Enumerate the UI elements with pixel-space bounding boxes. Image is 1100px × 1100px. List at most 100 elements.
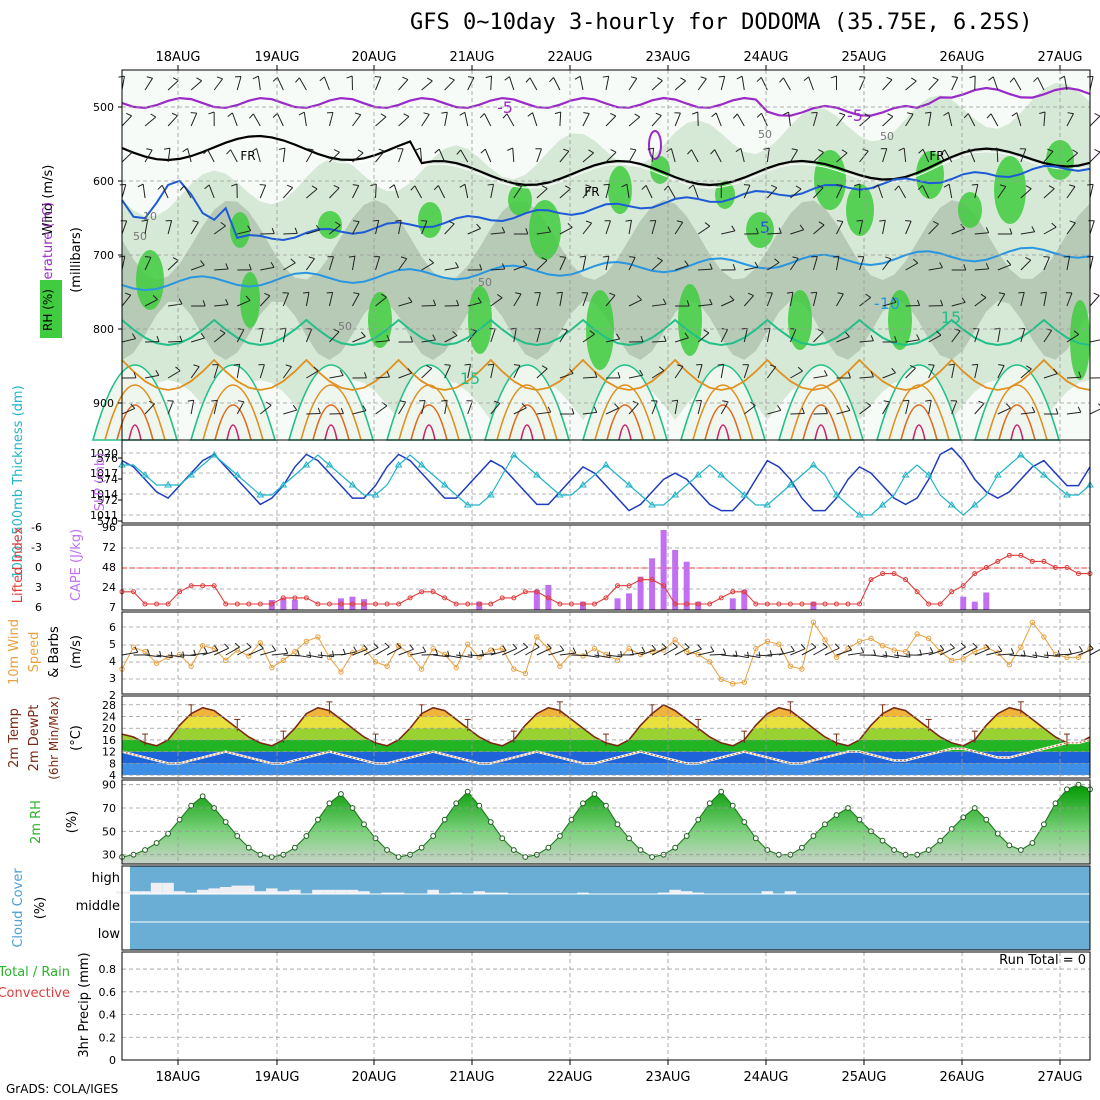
- thickness-marker: [302, 461, 311, 468]
- wind-speed-marker: [1029, 619, 1036, 626]
- wind-barb: [226, 149, 231, 155]
- wind-barb: [141, 219, 148, 222]
- wind-barb: [674, 366, 684, 379]
- wind-barb: [790, 370, 803, 379]
- wind-10m-barb: [674, 647, 690, 656]
- wind-barb: [948, 184, 953, 199]
- wind-barb: [398, 220, 402, 235]
- wind-barb: [259, 364, 265, 379]
- wind-barb: [179, 185, 185, 191]
- wind-barb: [375, 296, 387, 307]
- lifted-index-marker: [280, 595, 286, 601]
- wind-barb: [1089, 184, 1094, 199]
- cloud-panel: high middle low Cloud Cover (%): [11, 866, 1090, 950]
- lifted-index-marker: [303, 595, 309, 601]
- wind-barb: [247, 225, 252, 231]
- thickness-marker: [164, 481, 172, 488]
- wind-barb: [651, 80, 663, 91]
- wind-barb: [515, 184, 522, 187]
- wind-barb: [697, 332, 710, 343]
- wind-barb: [579, 76, 584, 91]
- wind-barb: [402, 76, 409, 81]
- wind-barb: [513, 293, 522, 307]
- wind-barb: [741, 76, 745, 91]
- thickness-marker: [210, 451, 219, 458]
- wind-barb: [641, 185, 647, 190]
- wind-barb: [459, 111, 466, 116]
- temp-contour-30: [520, 424, 534, 441]
- wind-barb: [1020, 188, 1032, 199]
- rh-2m-marker: [1017, 847, 1024, 853]
- wind-barb: [1011, 112, 1018, 117]
- wind-barb: [658, 366, 665, 371]
- wind-barb: [928, 223, 939, 235]
- rh-2m-marker: [879, 837, 886, 844]
- date-label-bottom: 19AUG: [254, 1070, 299, 1085]
- wind-barb: [547, 406, 552, 413]
- cloud-high-clear-bar: [185, 892, 197, 894]
- temp-contour-20: [986, 384, 1048, 441]
- wind-barb: [211, 399, 218, 402]
- precip-tick-label: 0.8: [99, 963, 117, 976]
- rh-green-blob: [994, 156, 1026, 224]
- lifted-index-marker: [1041, 558, 1047, 564]
- wind-barb: [621, 183, 628, 188]
- wind-barb: [479, 264, 483, 271]
- lifted-index-marker: [776, 601, 782, 607]
- pressure-tick-label: 500: [93, 101, 114, 114]
- rh-tick-label: 90: [102, 779, 116, 792]
- thickness-marker: [556, 491, 564, 498]
- wind-barb: [208, 184, 215, 199]
- wind-barb: [774, 258, 780, 263]
- wind-10m-barb: [433, 654, 450, 658]
- rh-2m-marker: [856, 816, 863, 823]
- cloud-level-label: high: [92, 871, 120, 886]
- wind-barb: [769, 364, 776, 368]
- date-label-bottom: 20AUG: [351, 1070, 396, 1085]
- wind-barb: [614, 403, 620, 409]
- wind-10m-barb: [340, 651, 357, 656]
- wind-barb: [216, 76, 223, 80]
- wind-speed-tick-label: 6: [109, 621, 116, 634]
- wind-barb: [1089, 76, 1094, 91]
- cloud-high-clear-bar: [208, 888, 220, 894]
- wind-barb: [541, 185, 548, 190]
- wind-barb: [564, 185, 571, 190]
- wind-10m-barb: [224, 643, 230, 649]
- wind-barb: [766, 187, 778, 199]
- wind-barb: [755, 227, 759, 234]
- wind-barb: [1063, 76, 1068, 91]
- wind-barb: [161, 185, 169, 199]
- wind-10m-barb: [363, 647, 379, 656]
- wind-barb: [1020, 292, 1025, 307]
- wind-barb: [1009, 77, 1015, 83]
- wind-barb: [192, 220, 199, 223]
- wind-barb: [583, 112, 590, 114]
- wind-barb: [380, 113, 387, 118]
- wind-barb: [652, 303, 667, 307]
- wind-barb: [951, 364, 955, 379]
- thickness-tick-label: 576: [97, 452, 118, 465]
- wind-barb: [410, 336, 414, 343]
- contour-label: 15: [460, 369, 480, 388]
- thickness-marker: [717, 471, 726, 478]
- lifted-index-marker: [499, 595, 505, 601]
- wind-barb: [743, 328, 748, 343]
- rh-green-blob: [788, 290, 812, 350]
- ylabel-10m-wind: 10m Wind: [7, 619, 22, 685]
- wind-barb: [1072, 149, 1078, 154]
- wind-barb: [1089, 408, 1100, 415]
- lifted-index-marker: [730, 589, 736, 595]
- wind-barb: [144, 149, 153, 163]
- wind-barb: [944, 149, 953, 163]
- wind-speed-marker: [430, 645, 436, 652]
- precip-run-total: Run Total = 0: [999, 953, 1086, 968]
- wind-barb: [783, 77, 791, 91]
- wind-barb: [910, 77, 917, 82]
- wind-barb: [674, 264, 689, 271]
- contour-label: -10: [874, 294, 900, 313]
- wind-10m-barb: [182, 651, 185, 658]
- wind-barb: [918, 148, 924, 154]
- wind-barb: [1089, 220, 1095, 235]
- wind-barb: [756, 77, 762, 82]
